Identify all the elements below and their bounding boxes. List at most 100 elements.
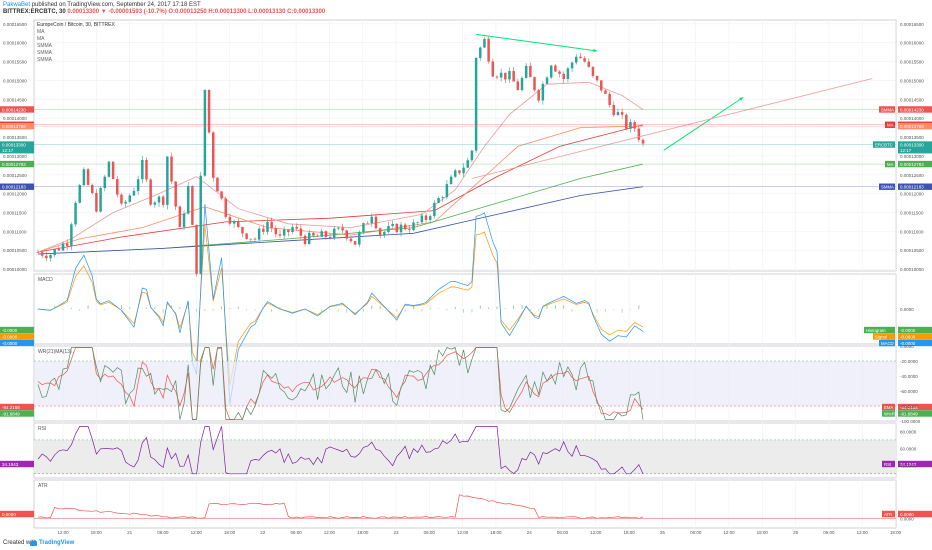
series-tag-box: [885, 121, 895, 128]
candle-body: [145, 160, 148, 180]
candle-body: [332, 228, 336, 239]
price-change: -0.00001593 (-10.7%): [108, 9, 167, 15]
candle-body: [82, 169, 86, 186]
candle-body: [558, 71, 561, 74]
pane-y-tick-rsi: 60.0000: [900, 446, 917, 451]
pane-value-left-box: [0, 326, 34, 334]
pane-value-left: 0.0000: [2, 512, 16, 517]
price-label-right: 0.00014230: [900, 107, 924, 112]
candle-body: [428, 216, 432, 221]
legend: EuropeCoin / Bitcoin, 30, BITTREXMAMASMM…: [37, 22, 115, 63]
candle-body: [399, 224, 403, 233]
candle-body: [95, 193, 98, 212]
candle-body: [120, 194, 123, 204]
series-tag-box: [879, 183, 895, 190]
footer: Created with TradingView: [0, 537, 932, 550]
candle-body: [316, 235, 319, 237]
candle-body: [57, 248, 61, 251]
y-tick-label-right: 0.00015500: [900, 60, 924, 65]
publish-text: published on TradingView.com, September …: [31, 2, 201, 8]
grid-lines: [34, 20, 896, 528]
y-tick-label-left: 0.00011500: [3, 210, 27, 215]
price-label-left: 12:17: [2, 148, 14, 153]
candle-body: [458, 170, 461, 174]
candle-body: [61, 243, 65, 251]
candle-body: [370, 216, 374, 224]
candle-body: [182, 213, 186, 227]
candle-body: [574, 56, 578, 63]
trendlines[interactable]: [471, 33, 873, 179]
candle-body: [203, 89, 207, 176]
candle-body: [211, 132, 215, 178]
y-tick-label-left: 0.00013000: [3, 154, 27, 159]
series-tag: ERCBTC: [875, 142, 893, 147]
candle-body: [541, 83, 545, 101]
arrow-trendline[interactable]: [663, 96, 744, 151]
candle-body: [537, 90, 540, 101]
candle-body: [186, 186, 190, 214]
candle-body: [111, 161, 115, 180]
x-tick-label: 18:00: [623, 530, 635, 535]
x-tick-label: 23: [393, 530, 399, 535]
candle-body: [153, 202, 157, 205]
candle-body: [170, 156, 173, 182]
y-tick-label-left: 0.00015000: [3, 78, 27, 83]
price-labels: 0.000142300.00014230SMMA0.000138240.0001…: [0, 106, 932, 190]
price-label-left: 0.00012783: [2, 162, 26, 167]
pane-series-tag: MACD: [881, 341, 894, 346]
candle-body: [90, 184, 94, 194]
candle-body: [157, 196, 161, 203]
symbol-line: BITTREX:ERCBTC, 30 0.00013300 ▼ -0.00001…: [3, 8, 325, 16]
candle-body: [74, 202, 77, 225]
series-tag: SMMA: [881, 107, 894, 112]
arrow-head-icon: [739, 97, 744, 101]
x-tick-label: 26: [793, 530, 799, 535]
y-tick-label-right: 0.00014500: [900, 97, 924, 102]
candle-body: [433, 202, 436, 217]
candle-body: [124, 201, 127, 204]
candle-body: [408, 229, 411, 231]
pane-value-left: -0.0000: [2, 334, 18, 339]
arrow-trendline[interactable]: [476, 33, 598, 52]
legend-title: EuropeCoin / Bitcoin, 30, BITTREX: [37, 22, 115, 28]
candle-body: [53, 248, 56, 256]
y-tick-label-right: 0.00010500: [900, 248, 924, 253]
rsi-band: [34, 439, 896, 474]
candle-body: [178, 206, 182, 227]
y-tick-label-left: 0.00012000: [3, 192, 27, 197]
y-tick-label-left: 0.00015500: [3, 60, 27, 65]
candle-body: [383, 231, 386, 236]
candle-body: [36, 252, 40, 253]
candle-body: [320, 231, 323, 237]
candle-body: [132, 190, 136, 196]
candle-body: [512, 71, 515, 82]
author-link[interactable]: PakwaBet: [3, 2, 31, 8]
candle-body: [562, 73, 565, 79]
trendline[interactable]: [471, 78, 873, 179]
x-tick-label: 18:00: [224, 530, 236, 535]
x-tick-label: 12:00: [191, 530, 203, 535]
candle-body: [191, 186, 194, 225]
pane-y-tick-wr: -20.0000: [900, 359, 918, 364]
candle-body: [245, 233, 248, 239]
price-label-right-box: [898, 122, 932, 130]
candle-body: [282, 229, 286, 236]
tradingview-brand[interactable]: TradingView: [39, 540, 75, 546]
candle-body: [224, 198, 228, 217]
candle-body: [312, 232, 315, 236]
y-tick-label-right: 0.00013500: [900, 135, 924, 140]
y-tick-label-right: 0.00013000: [900, 154, 924, 159]
price-label-left: 0.00013788: [2, 124, 26, 129]
candle-body: [291, 226, 294, 233]
x-tick-label: 12:00: [324, 530, 336, 535]
pane-value-left-box: [0, 460, 34, 468]
created-with-text: Created with: [3, 540, 37, 546]
candles: [36, 36, 645, 277]
candle-body: [504, 72, 507, 80]
candle-body: [566, 68, 570, 79]
y-tick-label-left: 0.00011000: [3, 229, 27, 234]
candle-body: [412, 222, 415, 231]
candle-body: [420, 215, 424, 223]
